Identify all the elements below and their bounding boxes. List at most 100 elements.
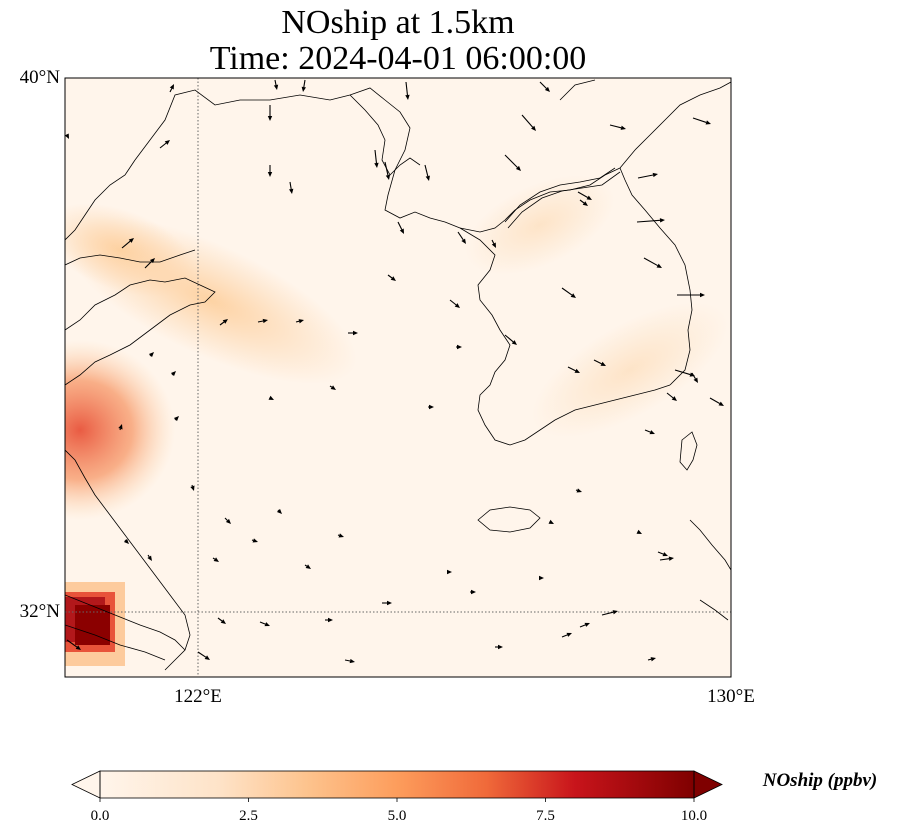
colorbar-tick-2: 5.0 xyxy=(387,808,407,824)
wind-arrow xyxy=(170,371,176,377)
wind-arrow xyxy=(657,551,668,557)
concentration-field xyxy=(65,78,731,677)
wind-arrow xyxy=(577,191,592,200)
lat-label-32n: 32°N xyxy=(19,601,60,622)
wind-arrow xyxy=(289,181,294,194)
coast-jiangsu xyxy=(65,449,191,671)
island-jeju xyxy=(477,506,541,533)
colorbar-tick-1: 2.5 xyxy=(239,808,258,824)
wind-arrow xyxy=(387,274,396,281)
wind-arrow xyxy=(637,172,658,179)
wind-arrow xyxy=(457,231,466,244)
wind-arrow xyxy=(539,575,544,581)
wind-arrow xyxy=(491,239,496,248)
colorbar-tick-4: 10.0 xyxy=(680,808,708,824)
wind-arrow xyxy=(601,610,618,616)
coast-shandong xyxy=(65,277,216,386)
wind-arrow xyxy=(548,519,554,524)
wind-arrow xyxy=(382,600,392,606)
wind-arrow xyxy=(677,292,705,298)
wind-arrow xyxy=(504,154,521,171)
wind-arrow xyxy=(575,488,582,493)
wind-arrow xyxy=(647,657,656,662)
wind-arrow xyxy=(405,81,410,100)
wind-arrow xyxy=(609,124,626,130)
wind-arrow xyxy=(276,508,282,514)
wind-arrow xyxy=(219,319,228,326)
wind-arrow xyxy=(504,334,517,345)
wind-arrow xyxy=(197,651,210,660)
map-title-line2: Time: 2024-04-01 06:00:00 xyxy=(209,40,587,77)
plume-bohai xyxy=(65,203,197,297)
colorbar xyxy=(71,770,723,802)
wind-arrow xyxy=(691,372,698,383)
wind-arrow xyxy=(539,81,550,92)
wind-arrow xyxy=(567,366,580,373)
wind-arrow xyxy=(643,257,662,268)
wind-arrow xyxy=(636,218,665,223)
coast-korea-northeast xyxy=(619,81,731,169)
colorbar-gradient xyxy=(100,771,694,798)
wind-arrow xyxy=(397,221,404,234)
wind-arrow xyxy=(384,161,391,180)
wind-arrow xyxy=(593,359,606,366)
wind-arrow xyxy=(304,564,311,569)
wind-arrow xyxy=(295,319,304,324)
wind-arrow xyxy=(561,632,572,638)
wind-arrow xyxy=(579,622,590,628)
wind-arrow xyxy=(268,395,274,400)
coast-kyushu xyxy=(689,519,731,621)
colorbar-tick-marks xyxy=(99,798,695,802)
wind-arrow xyxy=(212,557,219,562)
wind-arrow xyxy=(66,639,81,650)
wind-arrow xyxy=(173,416,179,422)
wind-arrow xyxy=(325,617,333,623)
colorbar-extend-min xyxy=(71,770,101,799)
wind-arrow xyxy=(301,79,306,92)
wind-arrow xyxy=(709,397,724,406)
colorbar-tick-3: 7.5 xyxy=(536,808,555,824)
wind-arrow xyxy=(329,385,336,390)
wind-arrow xyxy=(428,404,434,410)
lon-label-122e: 122°E xyxy=(174,686,222,707)
hotspot-shanghai xyxy=(65,582,125,666)
wind-arrow xyxy=(374,149,379,168)
colorbar-extend-max xyxy=(693,770,723,799)
wind-arrow xyxy=(65,133,69,139)
wind-arrow xyxy=(447,569,452,575)
wind-arrow xyxy=(144,258,155,269)
border-dmz xyxy=(504,167,621,229)
hotspot-shandong-coast xyxy=(65,340,175,520)
lat-label-40n: 40°N xyxy=(19,67,60,88)
wind-arrow xyxy=(273,79,279,90)
wind-arrow xyxy=(121,238,134,249)
wind-arrow xyxy=(692,117,711,125)
coast-korea-east xyxy=(619,167,693,386)
colorbar-label: NOship (ppbv) xyxy=(762,770,878,791)
coast-bohai-west xyxy=(65,159,136,241)
wind-arrow xyxy=(424,164,430,181)
wind-arrow xyxy=(259,621,270,627)
wind-arrow xyxy=(190,484,195,491)
wind-arrow xyxy=(561,287,576,298)
wind-arrow xyxy=(456,344,462,350)
wind-arrow xyxy=(666,392,677,401)
wind-arrow xyxy=(169,84,174,93)
wind-arrow xyxy=(147,554,152,561)
wind-arrow xyxy=(224,517,231,524)
coast-korea-north xyxy=(459,167,621,233)
wind-arrow xyxy=(348,330,358,336)
plume-korea-west xyxy=(465,175,615,275)
coast-liaodong-peninsula xyxy=(349,94,421,176)
island-tsushima xyxy=(679,431,698,471)
coastlines xyxy=(65,79,731,671)
wind-arrow xyxy=(267,165,273,177)
plume-korea-south xyxy=(532,302,728,438)
wind-arrow xyxy=(267,105,273,121)
wind-arrow xyxy=(636,529,642,534)
wind-arrow xyxy=(251,538,258,543)
coast-korea-north-2 xyxy=(559,79,596,101)
wind-arrow xyxy=(579,199,588,206)
wind-arrow xyxy=(337,533,344,538)
